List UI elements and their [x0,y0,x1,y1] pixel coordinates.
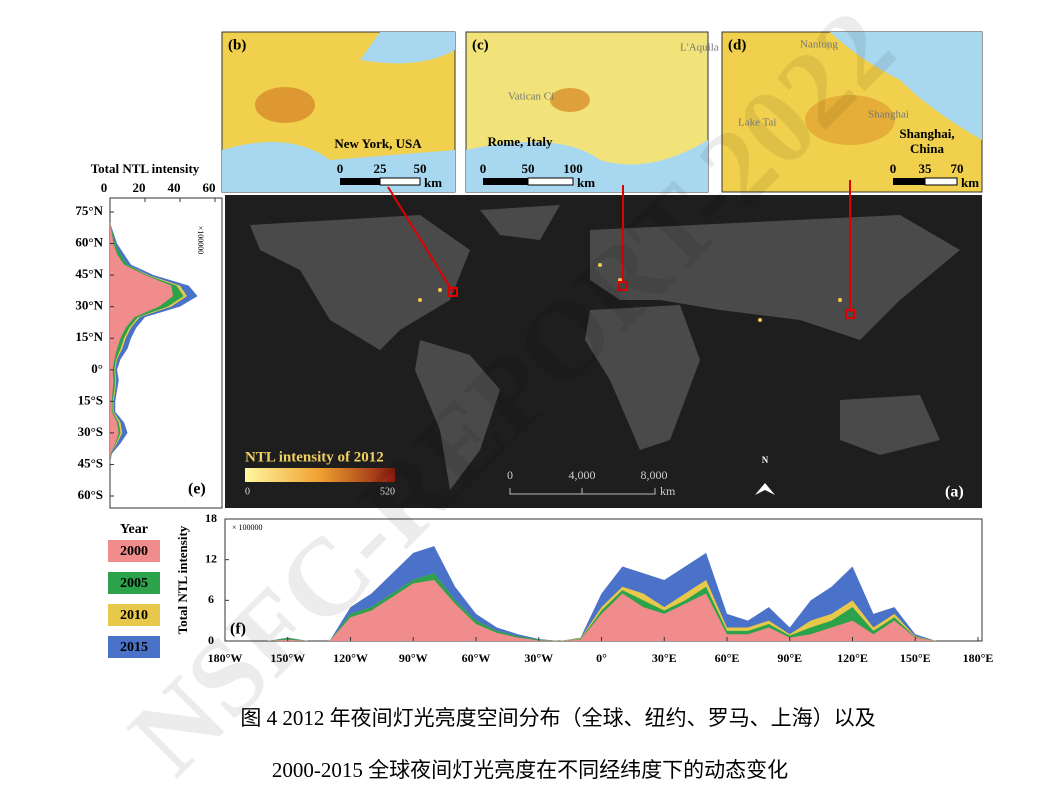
scale-bar [379,177,421,186]
legend-swatch [108,540,160,562]
legend-swatch [108,636,160,658]
y-tick-label: 45°N [75,266,103,281]
y-tick-label: 75°N [75,203,103,218]
inset-tag: (d) [728,37,746,53]
x-tick-label: 40 [168,180,181,195]
scale-label: 50 [522,161,535,176]
x-tick-label: 60°W [462,651,491,665]
caption: 2000-2015 全球夜间灯光亮度在不同经纬度下的动态变化 [272,758,788,782]
y-tick-label: 6 [208,592,214,606]
panel-tag: (e) [188,481,206,498]
x-tick-label: 0° [596,651,607,665]
scale-bar [483,178,528,185]
y-tick-label: 15°N [75,329,103,344]
x-tick-label: 20 [133,180,146,195]
scale-bar [340,178,380,185]
scale-label: 0 [480,161,487,176]
multiplier: ×100000 [196,226,205,255]
scale-label: 0 [337,161,344,176]
x-tick-label: 60°E [715,651,740,665]
scale-label: 35 [919,161,933,176]
inset-tag: (b) [228,37,246,53]
legend-swatch [108,604,160,626]
scale-unit: km [424,175,442,190]
x-tick-label: 180°W [208,651,243,665]
map-label: Vatican Ci [508,91,554,103]
scale-unit: km [577,175,595,190]
multiplier: × 100000 [232,523,263,532]
map-label: Nantong [800,39,838,51]
panel-tag: (a) [945,484,964,501]
map-legend-title: NTL intensity of 2012 [245,449,384,465]
legend-label: 2005 [120,576,148,591]
scale-label: 25 [374,161,388,176]
legend-title: Year [120,522,148,537]
scale-unit: km [961,175,979,190]
legend-label: 2010 [120,608,148,623]
scale-label: 0 [890,161,897,176]
panel-tag: (f) [230,621,246,638]
y-tick-label: 15°S [78,392,103,407]
scale-label: 0 [507,468,513,482]
map-label: Lake Tai [738,117,776,129]
x-tick-label: 90°E [777,651,802,665]
caption: 图 4 2012 年夜间灯光亮度空间分布（全球、纽约、罗马、上海）以及 [240,706,875,730]
scale-bar [924,177,958,186]
world-map [225,195,982,508]
y-tick-label: 0° [91,361,103,376]
inset-c [465,31,709,193]
inset-tag: (c) [472,37,489,53]
axis-title: Total NTL intensity [91,161,200,176]
x-tick-label: 30°W [524,651,553,665]
y-tick-label: 45°S [78,455,103,470]
y-tick-label: 18 [205,511,217,525]
y-tick-label: 30°S [78,424,103,439]
x-tick-label: 60 [203,180,216,195]
inset-place: Rome, Italy [488,134,553,149]
legend-swatch [108,572,160,594]
x-tick-label: 90°W [399,651,428,665]
legend-label: 2000 [120,544,148,559]
area-2000 [110,212,173,496]
inset-place: Shanghai, China [899,126,954,156]
inset-d [721,31,983,193]
area-2000 [225,580,978,641]
y-tick-label: 60°N [75,235,103,250]
north-label: N [762,455,769,465]
scale-unit: km [660,484,676,498]
x-tick-label: 30°E [652,651,677,665]
scale-label: 100 [563,161,583,176]
y-tick-label: 60°S [78,487,103,502]
axis-title: Total NTL intensity [175,525,190,634]
area-2015 [110,212,198,496]
scale-label: 70 [951,161,964,176]
x-tick-label: 150°W [270,651,305,665]
scale-bar [527,177,574,186]
scale-label: 8,000 [641,468,668,482]
map-legend-min: 0 [245,486,250,497]
x-tick-label: 150°E [900,651,931,665]
x-tick-label: 0 [101,180,108,195]
x-tick-label: 120°E [837,651,868,665]
y-tick-label: 12 [205,551,217,565]
x-tick-label: 120°W [333,651,368,665]
map-label: L'Aquila [680,42,719,54]
map-label: Shanghai [868,109,909,121]
x-tick-label: 180°E [963,651,994,665]
map-legend-max: 520 [380,486,395,497]
legend-label: 2015 [120,640,148,655]
scale-bar [893,178,925,185]
scale-label: 4,000 [569,468,596,482]
scale-label: 50 [414,161,427,176]
y-tick-label: 30°N [75,298,103,313]
y-tick-label: 0 [208,633,214,647]
connector [387,180,855,319]
inset-place: New York, USA [334,136,422,151]
